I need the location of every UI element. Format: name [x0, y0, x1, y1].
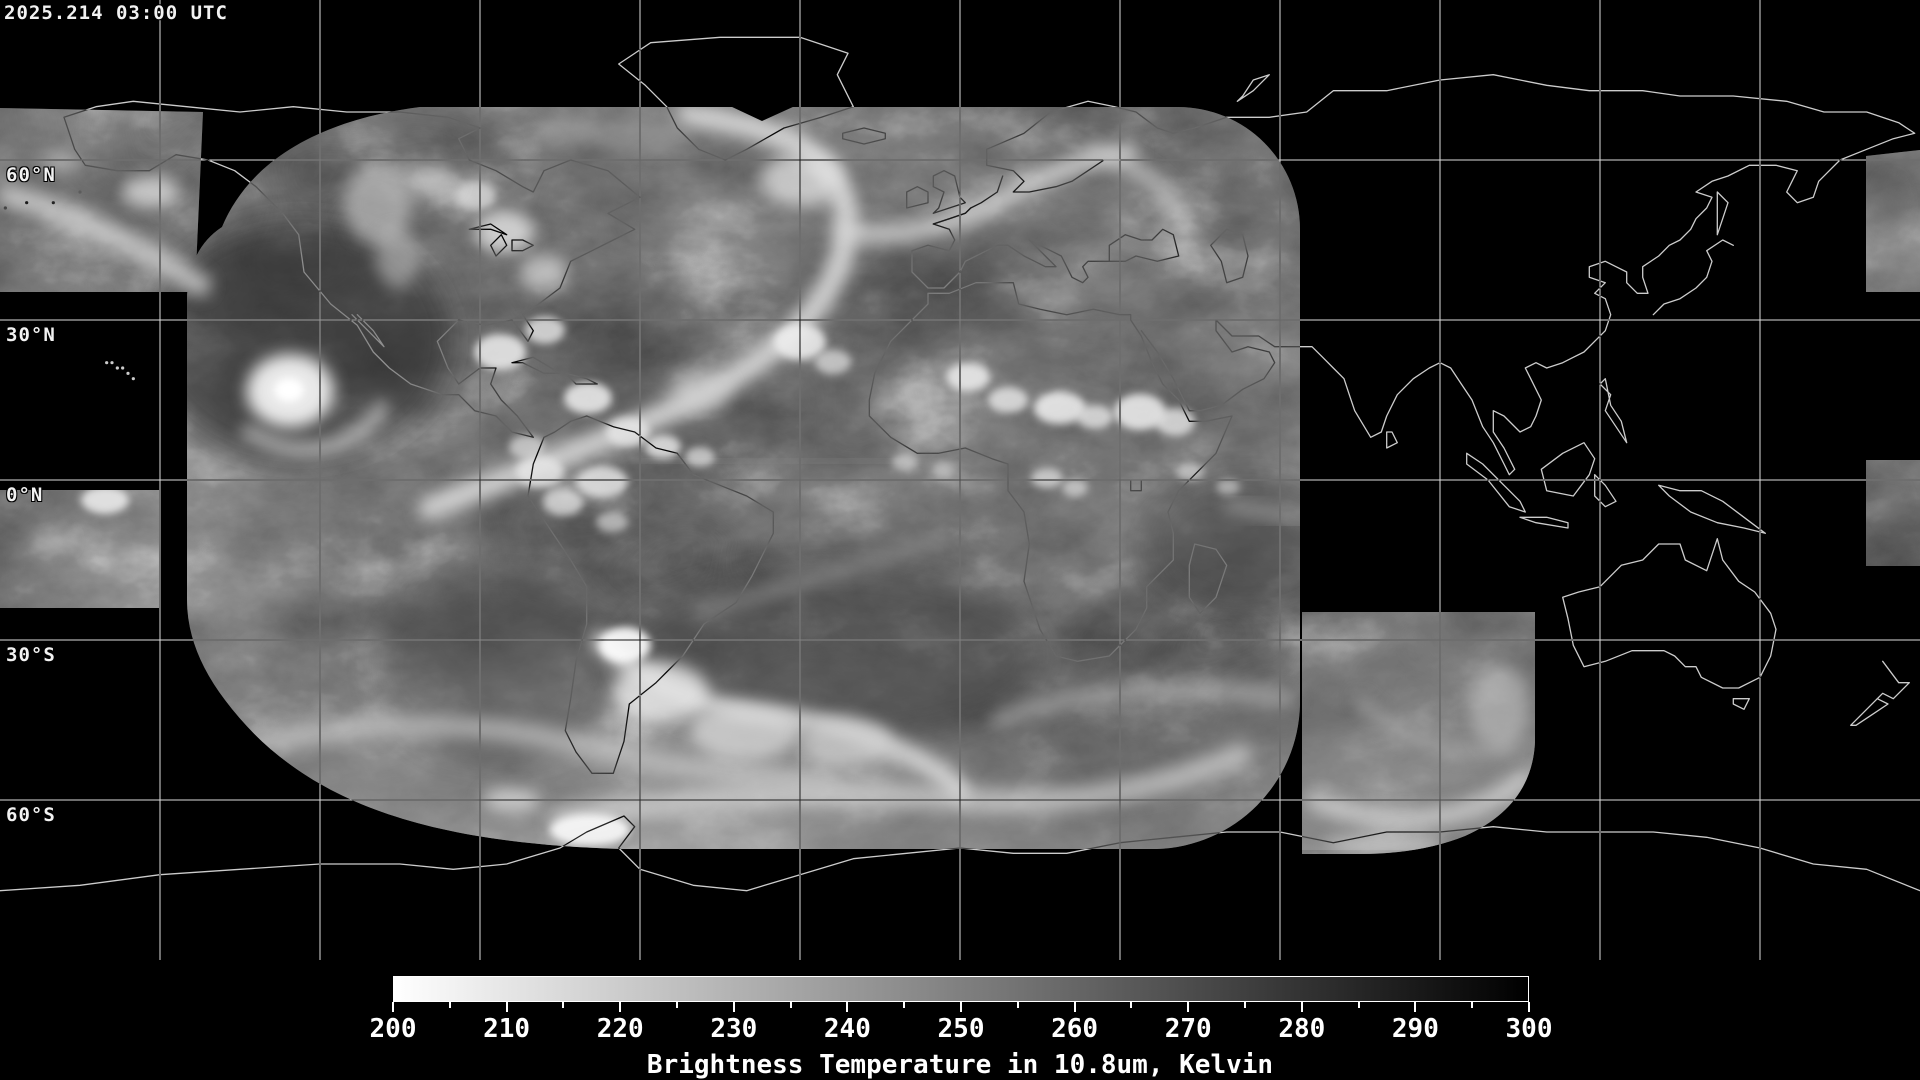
colorbar-minor-tick [1016, 1002, 1019, 1008]
colorbar-tick-label: 290 [1391, 1014, 1439, 1044]
coastline-nz-south [1850, 698, 1889, 726]
island-dot [110, 361, 114, 365]
coastline-philippines [1599, 378, 1628, 444]
coastline-iberia-med [911, 207, 1110, 289]
colorbar-tick-label: 220 [596, 1014, 644, 1044]
colorbar-minor-tick [789, 1002, 792, 1008]
coastline-hispaniola [564, 372, 598, 385]
colorbar-tick-label: 250 [937, 1014, 985, 1044]
island-dot [25, 201, 29, 205]
latitude-label-60n: 60°N [6, 164, 56, 186]
cloud-features-layer [0, 107, 1902, 854]
coastline-caspian [1210, 228, 1249, 284]
island-dot [3, 206, 7, 210]
coastline-japan [1652, 239, 1734, 316]
coastline-south-america [527, 415, 774, 774]
coastline-australia [1562, 538, 1777, 689]
coastline-nz-north [1876, 660, 1910, 700]
colorbar-major-tick [619, 1002, 622, 1012]
island-dot [51, 201, 55, 205]
coastline-sri-lanka [1386, 431, 1398, 449]
colorbar-major-tick [1187, 1002, 1190, 1012]
colorbar-minor-tick [1244, 1002, 1246, 1008]
coastline-baja-gulf [351, 314, 385, 348]
timestamp-label: 2025.214 03:00 UTC [4, 2, 228, 24]
colorbar-minor-tick [448, 1002, 451, 1008]
colorbar-minor-tick [1471, 1002, 1474, 1008]
coastline-britain [932, 170, 966, 214]
colorbar-major-tick [1300, 1002, 1303, 1012]
island-dot [78, 190, 82, 194]
coastline-novaya-zemlya [1236, 74, 1270, 102]
colorbar-tick-label: 240 [823, 1014, 871, 1044]
coastline-java [1519, 516, 1569, 529]
coastlines [0, 36, 1920, 892]
coastline-greenland [618, 36, 854, 161]
latlon-grid [0, 0, 1920, 960]
colorbar-minor-tick [1130, 1002, 1133, 1008]
coastline-cuba [511, 356, 561, 374]
coastline-borneo [1540, 442, 1596, 497]
coastline-sakhalin [1716, 191, 1729, 236]
coastline-africa [868, 282, 1233, 662]
colorbar-tick-label: 280 [1278, 1014, 1326, 1044]
latitude-label-60s: 60°S [6, 804, 56, 826]
coastline-black-sea [1108, 228, 1180, 262]
colorbar-major-tick [960, 1002, 962, 1012]
coastline-sulawesi [1594, 474, 1617, 508]
world-map-canvas [0, 0, 1920, 960]
colorbar-minor-tick [903, 1002, 906, 1008]
coastline-lake-victoria [1130, 479, 1142, 492]
colorbar-minor-tick [562, 1002, 565, 1008]
colorbar-tick-label: 210 [483, 1014, 531, 1044]
coastline-sumatra [1466, 452, 1526, 513]
colorbar-major-tick [1414, 1002, 1417, 1012]
island-dot [115, 366, 119, 370]
island-dot [121, 366, 125, 370]
colorbar-tick-label: 270 [1164, 1014, 1212, 1044]
coastline-scandinavia [986, 100, 1121, 193]
colorbar-minor-tick [676, 1002, 678, 1008]
island-dot [131, 377, 135, 381]
colorbar-major-tick [392, 1002, 394, 1012]
composite-edge-notch [730, 106, 795, 121]
island-dot [105, 361, 109, 365]
colorbar-major-tick [732, 1002, 735, 1012]
colorbar-major-tick [846, 1002, 849, 1012]
coastline-ireland [906, 186, 929, 209]
coastline-lake-michigan [490, 234, 508, 257]
colorbar-major-tick [1073, 1002, 1076, 1012]
latitude-label-30n: 30°N [6, 324, 56, 346]
colorbar-caption: Brightness Temperature in 10.8um, Kelvin [646, 1050, 1274, 1080]
coastline-iceland [842, 127, 886, 145]
coastline-new-guinea [1658, 484, 1766, 534]
colorbar: 200 210 220 230 240 250 260 270 280 290 300 Bright… [0, 960, 1920, 1080]
colorbar-tick-label: 200 [369, 1014, 417, 1044]
latitude-label-30s: 30°S [6, 644, 56, 666]
coastline-madagascar [1188, 543, 1228, 614]
colorbar-major-tick [505, 1002, 508, 1012]
colorbar-tick-label: 260 [1051, 1014, 1099, 1044]
latitude-label-0n: 0°N [6, 484, 44, 506]
coastline-lake-superior [468, 223, 508, 236]
colorbar-major-tick [1528, 1002, 1530, 1012]
island-dot [126, 371, 130, 375]
colorbar-tick-label: 300 [1505, 1014, 1553, 1044]
colorbar-minor-tick [1357, 1002, 1360, 1008]
coastline-antarctica [0, 815, 1920, 892]
colorbar-tick-label: 230 [710, 1014, 758, 1044]
coastline-tasmania [1732, 698, 1750, 710]
coastline-north-america [63, 100, 641, 438]
coastline-arabia-asia-south [1114, 74, 1916, 476]
coastline-lake-huron [511, 239, 534, 252]
colorbar-gradient-bar [393, 976, 1529, 1002]
